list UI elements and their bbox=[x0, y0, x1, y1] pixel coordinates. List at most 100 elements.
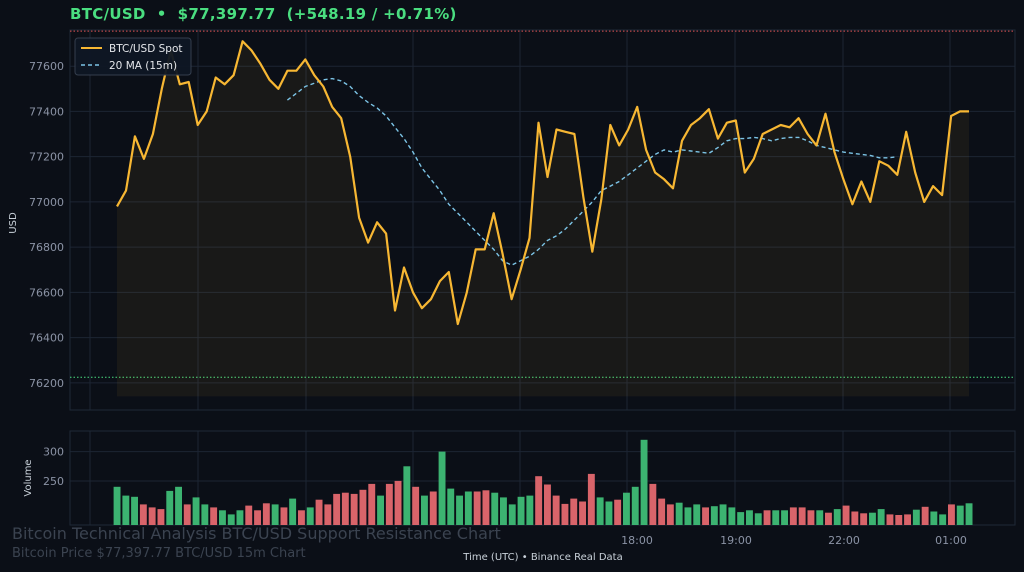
volume-bar bbox=[175, 486, 182, 525]
volume-bar bbox=[649, 483, 657, 525]
volume-bar bbox=[807, 510, 815, 525]
y-axis-label: USD bbox=[8, 212, 19, 234]
volume-bar bbox=[570, 498, 578, 525]
volume-bar bbox=[262, 503, 270, 525]
volume-bar bbox=[658, 498, 666, 525]
volume-bar bbox=[508, 504, 516, 525]
volume-bar bbox=[772, 510, 780, 525]
volume-bar bbox=[640, 439, 648, 525]
volume-bar bbox=[333, 493, 341, 525]
volume-bar bbox=[131, 496, 138, 525]
volume-y-tick-label: 250 bbox=[43, 475, 64, 488]
watermark-title: Bitcoin Technical Analysis BTC/USD Suppo… bbox=[12, 524, 501, 543]
price-y-tick-label: 77000 bbox=[29, 196, 64, 209]
volume-bar bbox=[148, 507, 156, 525]
legend-box bbox=[74, 37, 192, 76]
volume-bar bbox=[236, 510, 244, 525]
chart-legend: BTC/USD Spot 20 MA (15m) bbox=[74, 37, 192, 76]
volume-bar bbox=[429, 491, 437, 525]
volume-bar bbox=[298, 510, 305, 525]
volume-bar bbox=[842, 505, 850, 525]
price-y-tick-label: 76400 bbox=[29, 332, 64, 345]
volume-bar bbox=[385, 483, 393, 525]
time-x-tick-label: 22:00 bbox=[828, 534, 860, 547]
volume-bar bbox=[245, 505, 253, 525]
volume-bar bbox=[904, 514, 911, 525]
volume-bar bbox=[719, 504, 727, 525]
price-panel-frame bbox=[69, 29, 1016, 411]
price-y-tick-label: 76800 bbox=[29, 241, 64, 254]
volume-bar bbox=[491, 492, 499, 525]
volume-bar bbox=[930, 511, 938, 525]
watermark-subtitle: Bitcoin Price $77,397.77 BTC/USD 15m Cha… bbox=[12, 546, 306, 561]
volume-bar bbox=[675, 502, 683, 525]
volume-bar bbox=[623, 492, 630, 525]
price-series bbox=[116, 40, 969, 397]
price-y-tick-label: 76200 bbox=[29, 377, 64, 390]
volume-bar bbox=[587, 473, 595, 525]
price-y-ticks: 76200 76400 76600 76800 77000 77200 77400 77600 bbox=[29, 60, 64, 390]
separator-dot: • bbox=[156, 5, 167, 23]
volume-bar bbox=[869, 512, 876, 525]
volume-bar bbox=[596, 497, 604, 525]
volume-bar bbox=[139, 504, 147, 525]
volume-bar bbox=[227, 514, 235, 525]
volume-bar bbox=[631, 486, 639, 525]
volume-bar bbox=[956, 505, 964, 525]
volume-bar bbox=[746, 510, 753, 525]
volume-bar bbox=[684, 507, 692, 525]
volume-bar bbox=[798, 507, 806, 525]
volume-bar bbox=[377, 495, 384, 525]
volume-bar bbox=[183, 504, 191, 525]
x-axis-label: Time (UTC) • Binance Real Data bbox=[462, 552, 622, 563]
volume-bar bbox=[157, 509, 165, 525]
volume-bar bbox=[254, 510, 261, 525]
volume-bar bbox=[535, 476, 543, 525]
volume-bar bbox=[965, 503, 973, 525]
volume-bar bbox=[886, 514, 894, 525]
volume-bar bbox=[877, 509, 885, 525]
price-y-tick-label: 77400 bbox=[29, 105, 64, 118]
volume-bar bbox=[614, 499, 622, 525]
volume-bar bbox=[921, 506, 929, 525]
volume-y-ticks: 250 300 bbox=[43, 446, 64, 488]
spot-area-fill bbox=[117, 41, 969, 397]
volume-bar bbox=[561, 503, 569, 525]
volume-bar bbox=[201, 504, 209, 525]
volume-bar bbox=[403, 466, 411, 526]
volume-bar bbox=[359, 489, 367, 526]
volume-bar bbox=[306, 507, 314, 525]
volume-bar bbox=[728, 507, 736, 525]
volume-bar bbox=[666, 504, 674, 525]
volume-bar bbox=[500, 497, 507, 525]
price-y-tick-label: 76600 bbox=[29, 286, 64, 299]
volume-bar bbox=[939, 514, 947, 525]
volume-bar bbox=[113, 486, 121, 525]
volume-bars bbox=[113, 439, 973, 526]
volume-bar bbox=[122, 495, 130, 525]
volume-bar bbox=[192, 497, 200, 525]
time-x-tick-label: 01:00 bbox=[935, 534, 967, 547]
volume-bar bbox=[833, 509, 841, 525]
volume-bar bbox=[912, 509, 920, 525]
volume-bar bbox=[315, 499, 323, 525]
price-grid bbox=[70, 30, 1015, 410]
time-x-tick-label: 18:00 bbox=[621, 534, 653, 547]
legend-spot-label: BTC/USD Spot bbox=[109, 43, 183, 55]
price-y-tick-label: 77200 bbox=[29, 151, 64, 164]
volume-bar bbox=[473, 491, 481, 525]
volume-bar bbox=[368, 483, 376, 525]
symbol-text: BTC/USD bbox=[70, 5, 146, 23]
volume-bar bbox=[816, 510, 824, 525]
volume-bar bbox=[544, 484, 551, 525]
volume-bar bbox=[693, 504, 701, 525]
volume-bar bbox=[394, 480, 402, 525]
volume-bar bbox=[948, 504, 955, 525]
volume-bar bbox=[350, 493, 358, 525]
volume-bar bbox=[702, 507, 709, 525]
volume-bar bbox=[482, 490, 490, 525]
volume-bar bbox=[737, 512, 745, 525]
volume-bar bbox=[438, 451, 446, 525]
volume-axis-label: Volume bbox=[23, 459, 34, 496]
